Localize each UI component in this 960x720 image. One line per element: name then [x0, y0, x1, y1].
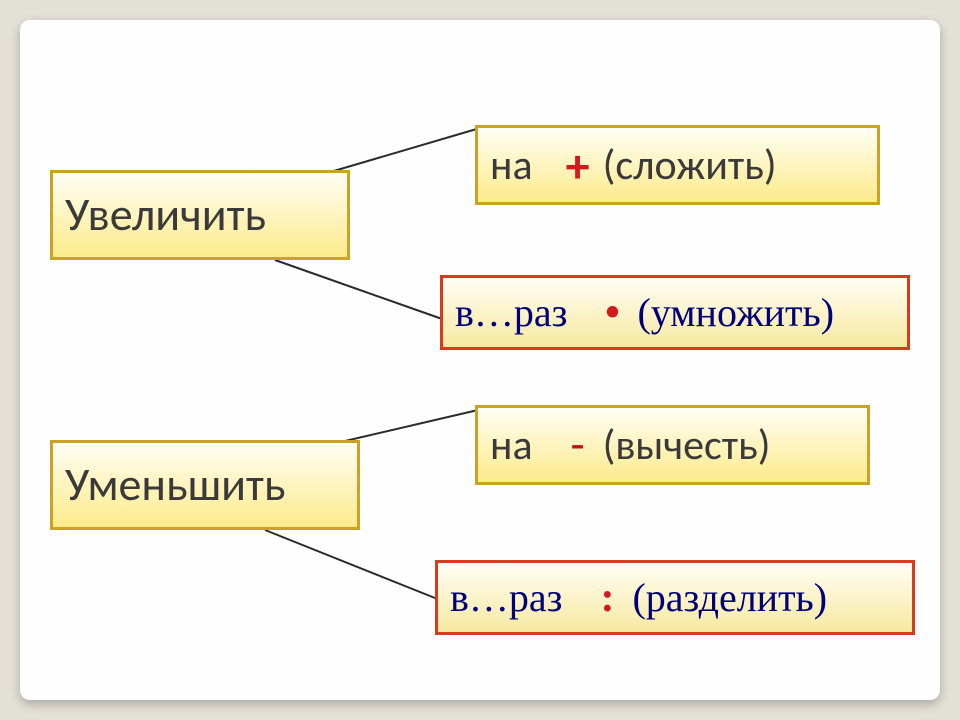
divide-rest: (разделить) [632, 574, 827, 621]
label-decrease: Уменьшить [65, 457, 285, 513]
box-subtract: на - (вычесть) [475, 405, 870, 485]
subtract-rest: (вычесть) [603, 420, 771, 471]
dot-icon: • [597, 289, 627, 337]
box-increase: Увеличить [50, 170, 350, 260]
multiply-rest: (умножить) [637, 289, 834, 336]
box-add: на + (сложить) [475, 125, 880, 205]
add-prefix: на [490, 140, 533, 191]
divide-prefix: в…раз [450, 574, 562, 621]
multiply-prefix: в…раз [455, 289, 567, 336]
box-decrease: Уменьшить [50, 440, 360, 530]
minus-icon: - [563, 417, 593, 473]
box-multiply: в…раз • (умножить) [440, 275, 910, 350]
label-increase: Увеличить [65, 187, 266, 243]
box-divide: в…раз : (разделить) [435, 560, 915, 635]
slide-card: Увеличить Уменьшить на + (сложить) в…раз… [20, 20, 940, 700]
plus-icon: + [563, 136, 593, 195]
subtract-prefix: на [490, 420, 533, 471]
colon-icon: : [592, 574, 622, 622]
add-rest: (сложить) [603, 140, 777, 191]
